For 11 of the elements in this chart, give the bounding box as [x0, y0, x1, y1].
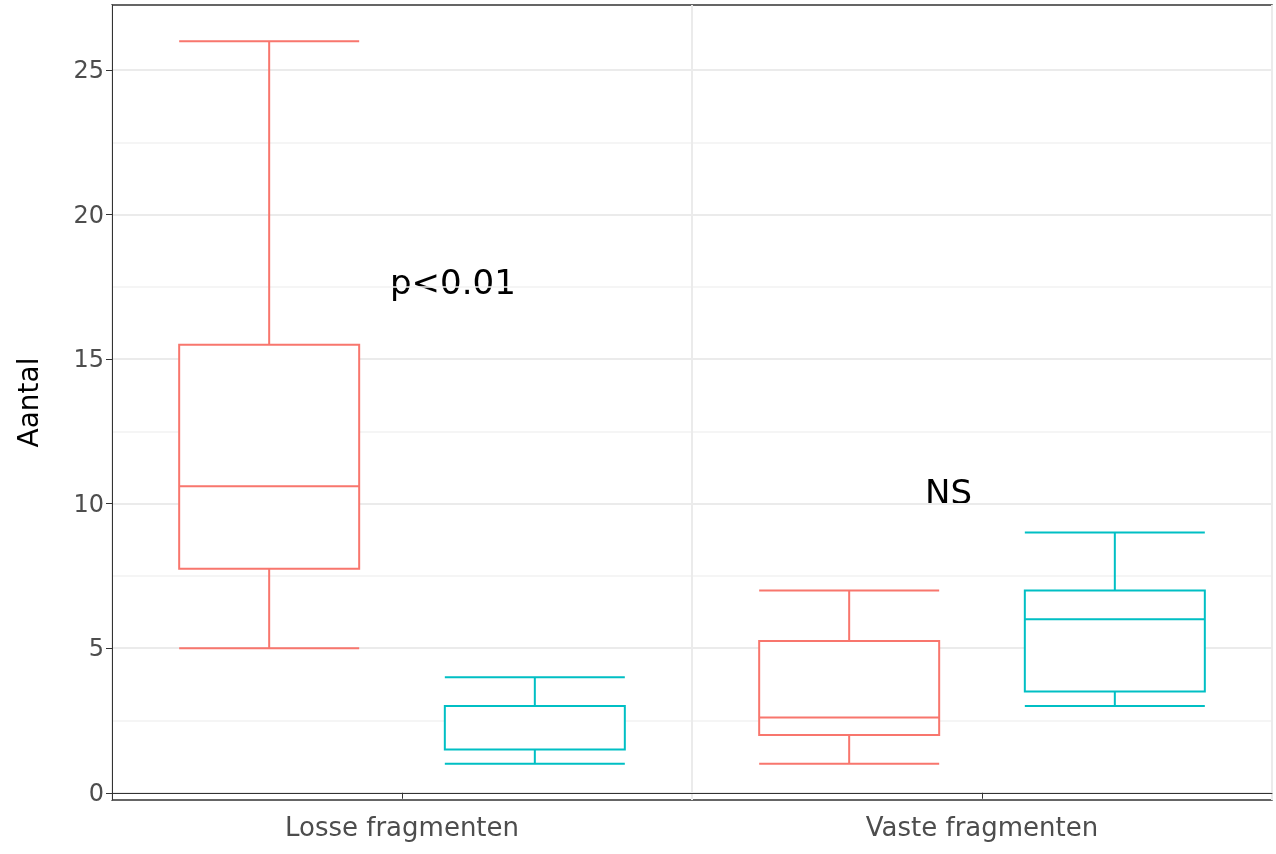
y-tick-label: 10	[73, 489, 104, 518]
x-tick-label: Vaste fragmenten	[865, 812, 1099, 842]
y-tick-label: 25	[73, 56, 104, 85]
annotation: p<0.01	[390, 262, 516, 302]
y-tick-label: 0	[88, 778, 104, 807]
x-tick-label: Losse fragmenten	[284, 812, 520, 842]
annotation: NS	[925, 472, 973, 512]
y-axis-title: Aantal	[11, 357, 45, 448]
y-tick-label: 5	[88, 634, 104, 663]
y-tick-label: 20	[73, 200, 104, 229]
y-tick-label: 15	[73, 345, 104, 374]
